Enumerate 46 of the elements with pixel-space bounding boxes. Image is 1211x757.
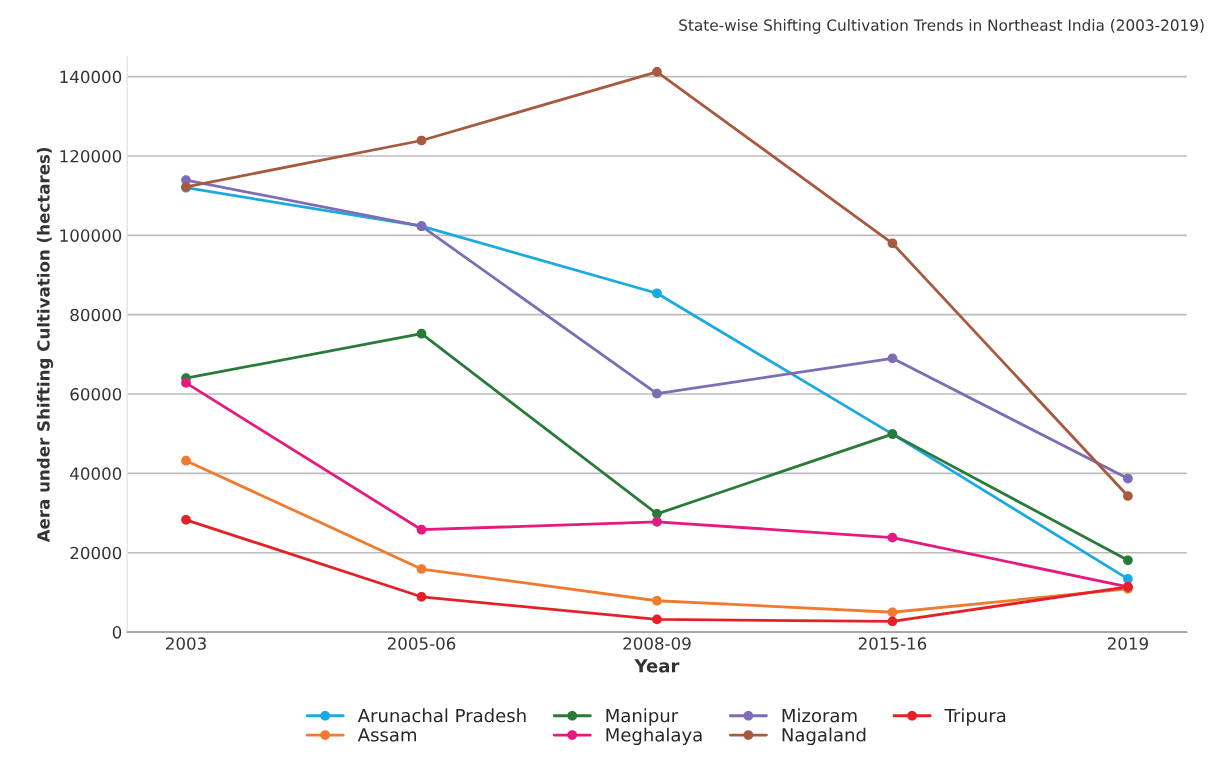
legend-label: Mizoram (782, 708, 857, 723)
point (887, 616, 898, 627)
legend-label: Meghalaya (606, 727, 702, 746)
point (652, 614, 662, 625)
point (181, 378, 191, 388)
point (416, 328, 427, 339)
y-tick-label: 0 (112, 626, 122, 639)
point (416, 564, 427, 574)
point (652, 388, 662, 399)
point (416, 524, 427, 535)
point (887, 353, 898, 364)
chart-title: State-wise Shifting Cultivation Trends in Northeast India (2003-2019) (679, 19, 1204, 34)
point (1123, 491, 1133, 501)
point (1123, 473, 1133, 484)
legend-label: Tripura (944, 708, 1006, 726)
y-tick-label: 60000 (70, 387, 122, 401)
point (416, 135, 427, 146)
x-tick-label: 2015-16 (858, 637, 927, 650)
point (652, 66, 662, 77)
point (1123, 555, 1133, 566)
legend-label: Nagaland (782, 727, 866, 746)
x-tick-label: 2008-09 (623, 637, 691, 650)
point (652, 516, 662, 527)
point (652, 595, 662, 606)
x-tick-label: 2003 (166, 637, 206, 650)
x-tick-label: 2019 (1107, 637, 1148, 650)
point (887, 238, 898, 249)
point (416, 591, 427, 602)
y-tick-label: 20000 (70, 546, 122, 560)
y-tick-label: 40000 (70, 467, 122, 480)
legend-label: Assam (357, 728, 416, 742)
x-axis-title: Year (634, 659, 680, 673)
point (181, 455, 191, 466)
y-tick-label: 140000 (60, 70, 122, 84)
legend-label: Manipur (606, 708, 679, 726)
y-tick-label: 100000 (60, 229, 122, 242)
point (181, 514, 191, 525)
y-axis-title: Aera under Shifting Cultivation (hectares) (36, 147, 54, 543)
point (887, 532, 898, 543)
point (1123, 574, 1133, 584)
point (652, 288, 662, 299)
legend-label: Arunachal Pradesh (357, 708, 526, 723)
y-tick-label: 80000 (70, 308, 122, 322)
y-tick-label: 120000 (60, 149, 122, 163)
point (887, 607, 898, 618)
x-tick-label: 2005-06 (387, 637, 456, 650)
